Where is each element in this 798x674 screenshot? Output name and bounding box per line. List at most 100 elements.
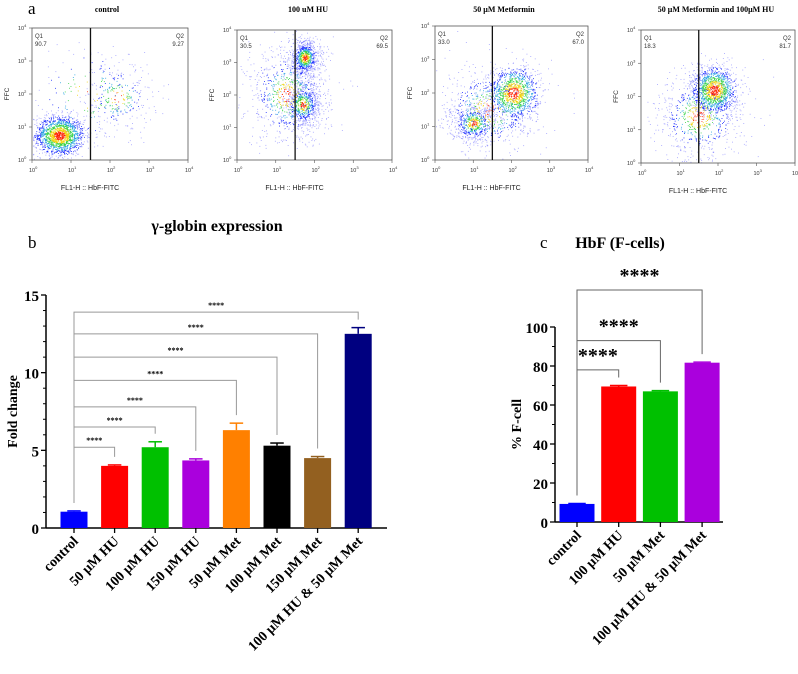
scatter-point — [72, 139, 74, 141]
scatter-point — [267, 119, 269, 121]
scatter-point — [515, 100, 517, 102]
scatter-point — [62, 124, 64, 126]
scatter-point — [516, 95, 518, 97]
scatter-point — [74, 135, 75, 137]
scatter-point — [513, 88, 515, 89]
scatter-point — [292, 115, 294, 117]
scatter-point — [527, 91, 529, 92]
scatter-point — [301, 63, 303, 65]
scatter-point — [261, 116, 262, 117]
scatter-point — [74, 130, 75, 132]
scatter-point — [313, 82, 315, 84]
scatter-point — [44, 133, 46, 135]
scatter-point — [95, 85, 97, 87]
scatter-point — [293, 56, 295, 58]
scatter-point — [302, 85, 304, 86]
scatter-point — [88, 128, 89, 129]
scatter-point — [64, 153, 65, 155]
scatter-point — [48, 83, 50, 85]
scatter-point — [268, 97, 270, 99]
scatter-point — [41, 131, 43, 133]
scatter-point — [291, 114, 292, 116]
scatter-point — [319, 113, 321, 114]
scatter-point — [319, 72, 321, 73]
scatter-point — [300, 105, 302, 107]
scatter-point — [301, 72, 303, 73]
scatter-point — [309, 68, 311, 69]
scatter-point — [311, 108, 313, 110]
scatter-point — [297, 91, 299, 93]
scatter-point — [285, 87, 287, 89]
scatter-point — [46, 121, 48, 123]
scatter-point — [51, 151, 52, 153]
scatter-point — [309, 96, 311, 98]
scatter-point — [509, 78, 511, 80]
scatter-point — [517, 120, 519, 122]
scatter-point — [305, 65, 307, 67]
scatter-point — [511, 79, 513, 81]
scatter-point — [127, 99, 128, 101]
scatter-point — [45, 117, 47, 119]
scatter-point — [67, 131, 69, 133]
scatter-point — [50, 124, 51, 125]
scatter-point — [519, 98, 520, 100]
scatter-point — [313, 58, 315, 60]
scatter-point — [309, 61, 311, 63]
scatter-point — [527, 82, 529, 84]
scatter-point — [292, 116, 293, 118]
scatter-point — [508, 106, 509, 108]
scatter-point — [501, 112, 503, 114]
scatter-point — [47, 133, 49, 135]
scatter-point — [36, 125, 37, 127]
scatter-point — [284, 89, 286, 90]
scatter-point — [298, 72, 300, 74]
scatter-point — [306, 64, 308, 66]
scatter-point — [327, 117, 329, 118]
scatter-point — [61, 154, 63, 156]
scatter-point — [49, 144, 51, 146]
scatter-point — [522, 94, 523, 96]
scatter-point — [66, 143, 67, 144]
scatter-point — [37, 156, 39, 157]
scatter-point — [58, 125, 59, 127]
scatter-point — [291, 62, 292, 64]
scatter-point — [40, 132, 42, 134]
scatter-point — [48, 50, 50, 52]
scatter-point — [59, 138, 61, 140]
scatter-point — [310, 110, 311, 112]
scatter-point — [298, 92, 300, 94]
scatter-point — [313, 113, 314, 115]
scatter-point — [55, 142, 57, 144]
scatter-point — [297, 46, 299, 48]
scatter-point — [296, 74, 298, 76]
scatter-point — [84, 75, 86, 77]
scatter-point — [301, 53, 303, 55]
scatter-point — [53, 140, 55, 142]
scatter-point — [53, 131, 54, 133]
scatter-point — [109, 105, 111, 107]
scatter-point — [317, 101, 319, 103]
scatter-point — [287, 145, 289, 146]
scatter-point — [301, 89, 303, 91]
scatter-point — [49, 125, 51, 126]
scatter-point — [269, 93, 271, 94]
scatter-point — [288, 59, 290, 61]
scatter-point — [56, 149, 58, 151]
scatter-point — [73, 131, 75, 133]
scatter-point — [483, 98, 485, 100]
scatter-point — [310, 73, 312, 74]
scatter-point — [268, 83, 270, 84]
scatter-point — [265, 147, 267, 149]
scatter-point — [53, 146, 55, 148]
scatter-point — [296, 90, 298, 92]
scatter-point — [292, 109, 293, 110]
scatter-point — [105, 136, 107, 138]
scatter-point — [305, 59, 307, 60]
scatter-point — [71, 127, 73, 129]
scatter-point — [128, 141, 130, 143]
scatter-point — [53, 134, 55, 136]
scatter-point — [145, 122, 147, 123]
scatter-point — [77, 133, 79, 134]
scatter-point — [79, 146, 81, 148]
scatter-point — [55, 133, 57, 134]
